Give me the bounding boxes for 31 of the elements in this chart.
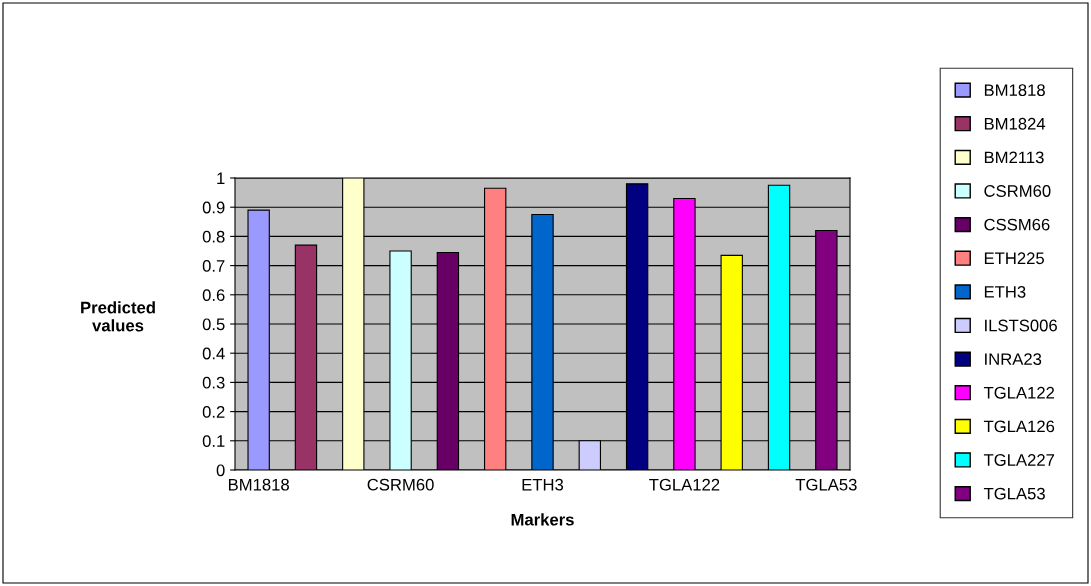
y-axis-title: Predicted values — [81, 301, 155, 332]
legend-label: CSSM66 — [984, 218, 1050, 231]
legend-label: INRA23 — [985, 353, 1042, 366]
legend-label: TGLA126 — [983, 420, 1055, 433]
legend-label: ILSTS006 — [985, 319, 1057, 332]
legend-label: TGLA122 — [983, 386, 1055, 399]
legend-label: ETH225 — [984, 252, 1044, 265]
x-tick-label: CSRM60 — [367, 478, 434, 491]
y-tick-label: 0.6 — [202, 289, 225, 301]
y-tick-label: 0 — [216, 464, 225, 477]
x-axis-title: Markers — [511, 513, 574, 526]
legend-label: BM1824 — [984, 117, 1046, 130]
legend-label: BM2113 — [984, 151, 1044, 164]
y-tick-label: 0.7 — [202, 260, 225, 272]
legend-label: TGLA53 — [983, 487, 1045, 500]
y-tick-label: 0.1 — [202, 435, 225, 447]
legend-label: CSRM60 — [984, 185, 1051, 197]
x-tick-label: TGLA122 — [649, 478, 720, 491]
x-tick-label: BM1818 — [228, 478, 289, 491]
y-tick-label: 1 — [217, 172, 225, 185]
y-tick-label: 0.8 — [202, 230, 225, 243]
y-tick-label: 0.5 — [202, 318, 225, 331]
x-tick-label: TGLA53 — [795, 478, 857, 491]
legend-label: TGLA227 — [983, 454, 1055, 466]
y-tick-label: 0.2 — [202, 406, 225, 418]
y-tick-label: 0.3 — [202, 376, 225, 389]
legend-label: BM1818 — [984, 84, 1045, 97]
legend-label: ETH3 — [984, 285, 1026, 298]
y-tick-label: 0.4 — [202, 347, 225, 360]
x-tick-label: ETH3 — [522, 478, 564, 491]
y-tick-label: 0.9 — [202, 201, 225, 214]
